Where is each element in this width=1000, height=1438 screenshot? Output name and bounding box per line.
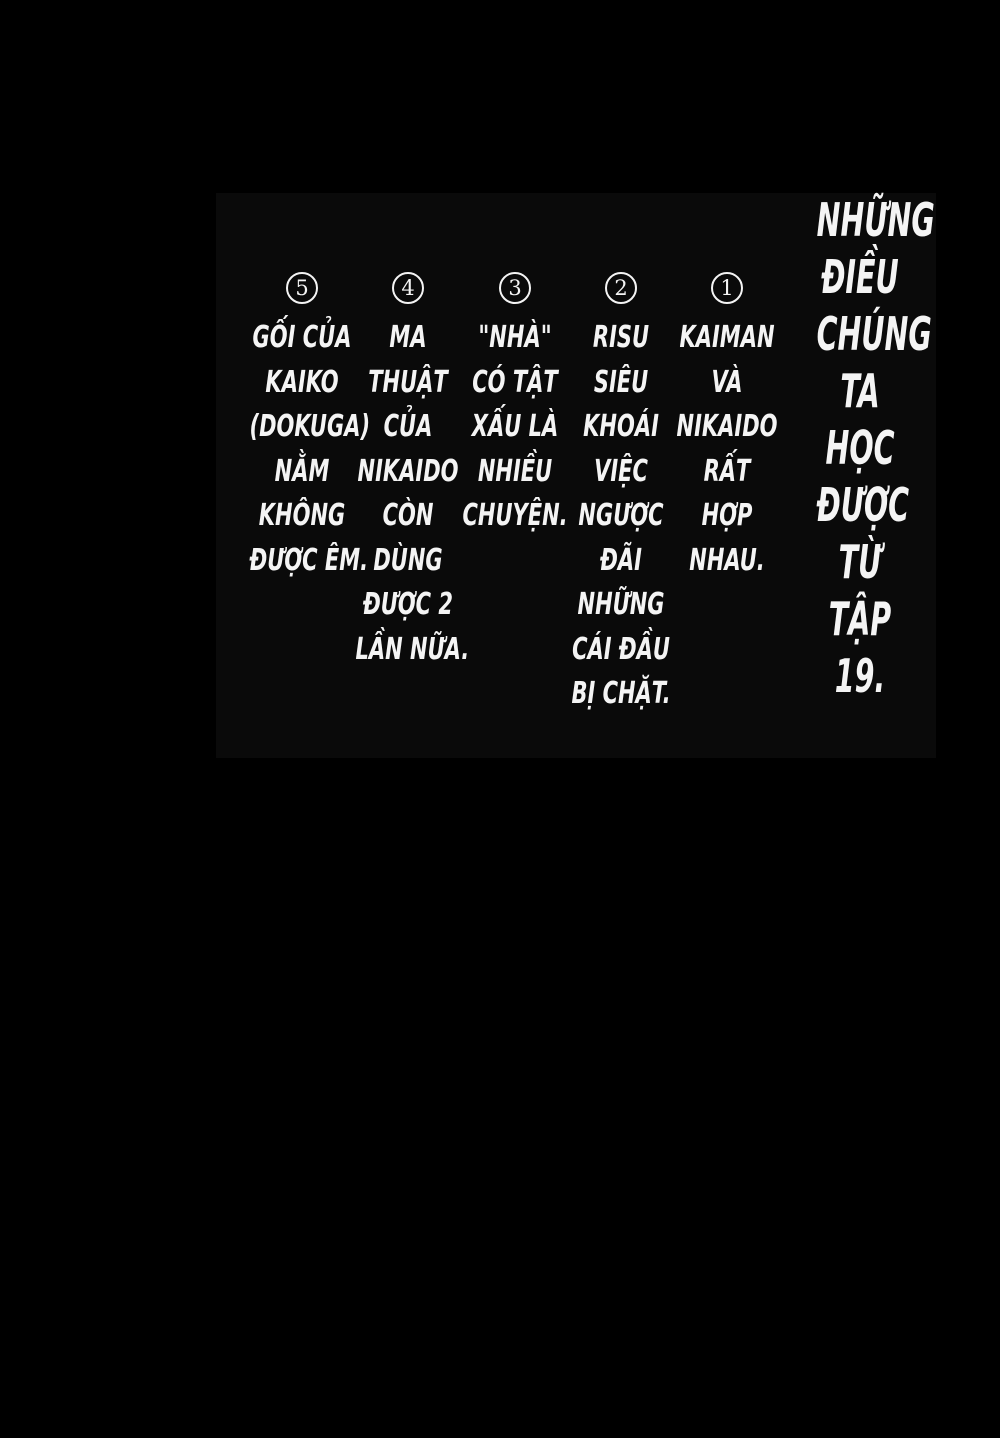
- title-line: TỪ: [838, 535, 882, 589]
- note-line: NẰM: [274, 453, 330, 489]
- item-number-badge: 2: [605, 272, 637, 304]
- note-line: CÓ TẬT: [472, 364, 558, 400]
- note-line: CÒN: [382, 498, 434, 533]
- note-line: NGƯỢC: [578, 498, 664, 533]
- note-column-2: 2 RISU SIÊU KHOÁI VIỆC NGƯỢC ĐÃI NHỮNG CÁI ĐẦU BỊ…: [546, 272, 696, 717]
- note-line: BỊ CHẶT.: [571, 676, 671, 711]
- note-line: HỢP: [701, 498, 753, 533]
- note-line: DÙNG: [373, 542, 443, 578]
- note-line: GỐI CỦA: [252, 320, 352, 355]
- note-line: ĐƯỢC 2: [363, 587, 453, 622]
- item-number-badge: 1: [711, 272, 743, 304]
- note-line: (DOKUGA): [249, 409, 371, 444]
- note-text: MA THUẬT CỦA NIKAIDO CÒN DÙNG ĐƯỢC 2 LẦN NỮA.: [355, 316, 470, 672]
- title-line: TA: [840, 364, 880, 418]
- note-line: KAIMAN: [679, 320, 775, 355]
- note-line: XẤU LÀ: [471, 409, 559, 444]
- note-line: VÀ: [711, 364, 743, 400]
- note-line: ĐƯỢC ÊM.: [249, 542, 369, 578]
- note-text: RISU SIÊU KHOÁI VIỆC NGƯỢC ĐÃI NHỮNG CÁI ĐẦU BỊ …: [569, 316, 674, 717]
- note-line: MA: [389, 320, 427, 355]
- note-text: "NHÀ" CÓ TẬT XẤU LÀ NHIỀU CHUYỆN.: [463, 316, 568, 539]
- note-column-3: 3 "NHÀ" CÓ TẬT XẤU LÀ NHIỀU CHUYỆN.: [440, 272, 590, 539]
- title-line: HỌC: [825, 421, 895, 475]
- note-line: "NHÀ": [478, 320, 552, 355]
- title-line: CHÚNG: [816, 307, 932, 361]
- title-line: ĐƯỢC: [816, 478, 910, 532]
- note-line: SIÊU: [593, 364, 649, 400]
- note-line: NIKAIDO: [357, 453, 459, 489]
- title-line: TẬP: [828, 592, 892, 646]
- note-line: KHÔNG: [258, 498, 346, 533]
- page-title: NHỮNG ĐIỀU CHÚNG TA HỌC ĐƯỢC TỪ TẬP 19.: [816, 192, 935, 705]
- title-line: 19.: [834, 649, 886, 703]
- title-line: NHỮNG: [816, 193, 935, 247]
- item-number-badge: 5: [286, 272, 318, 304]
- note-line: CỦA: [383, 409, 433, 444]
- note-line: NHỮNG: [577, 587, 665, 622]
- note-line: THUẬT: [368, 364, 448, 400]
- note-line: NIKAIDO: [676, 409, 778, 444]
- panel-background: [216, 193, 936, 758]
- note-text: KAIMAN VÀ NIKAIDO RẤT HỢP NHAU.: [675, 316, 780, 583]
- note-text: GỐI CỦA KAIKO (DOKUGA) NẰM KHÔNG ĐƯỢC ÊM.: [249, 316, 371, 583]
- note-line: ĐÃI: [600, 542, 642, 578]
- note-line: CHUYỆN.: [462, 498, 568, 533]
- note-column-4: 4 MA THUẬT CỦA NIKAIDO CÒN DÙNG ĐƯỢC 2 LẦN NỮA.: [333, 272, 483, 672]
- note-line: CÁI ĐẦU: [572, 631, 670, 667]
- note-column-1: 1 KAIMAN VÀ NIKAIDO RẤT HỢP NHAU.: [652, 272, 802, 583]
- item-number-badge: 3: [499, 272, 531, 304]
- note-line: LẦN NỮA.: [355, 631, 470, 667]
- note-column-5: 5 GỐI CỦA KAIKO (DOKUGA) NẰM KHÔNG ĐƯỢC ÊM.: [227, 272, 377, 583]
- note-line: VIỆC: [594, 453, 648, 489]
- note-line: RISU: [592, 320, 650, 355]
- note-line: NHIỀU: [477, 453, 553, 489]
- title-line: ĐIỀU: [821, 250, 899, 304]
- note-line: KAIKO: [265, 364, 339, 400]
- note-line: NHAU.: [689, 542, 765, 578]
- note-line: KHOÁI: [583, 409, 659, 444]
- item-number-badge: 4: [392, 272, 424, 304]
- note-line: RẤT: [703, 453, 751, 489]
